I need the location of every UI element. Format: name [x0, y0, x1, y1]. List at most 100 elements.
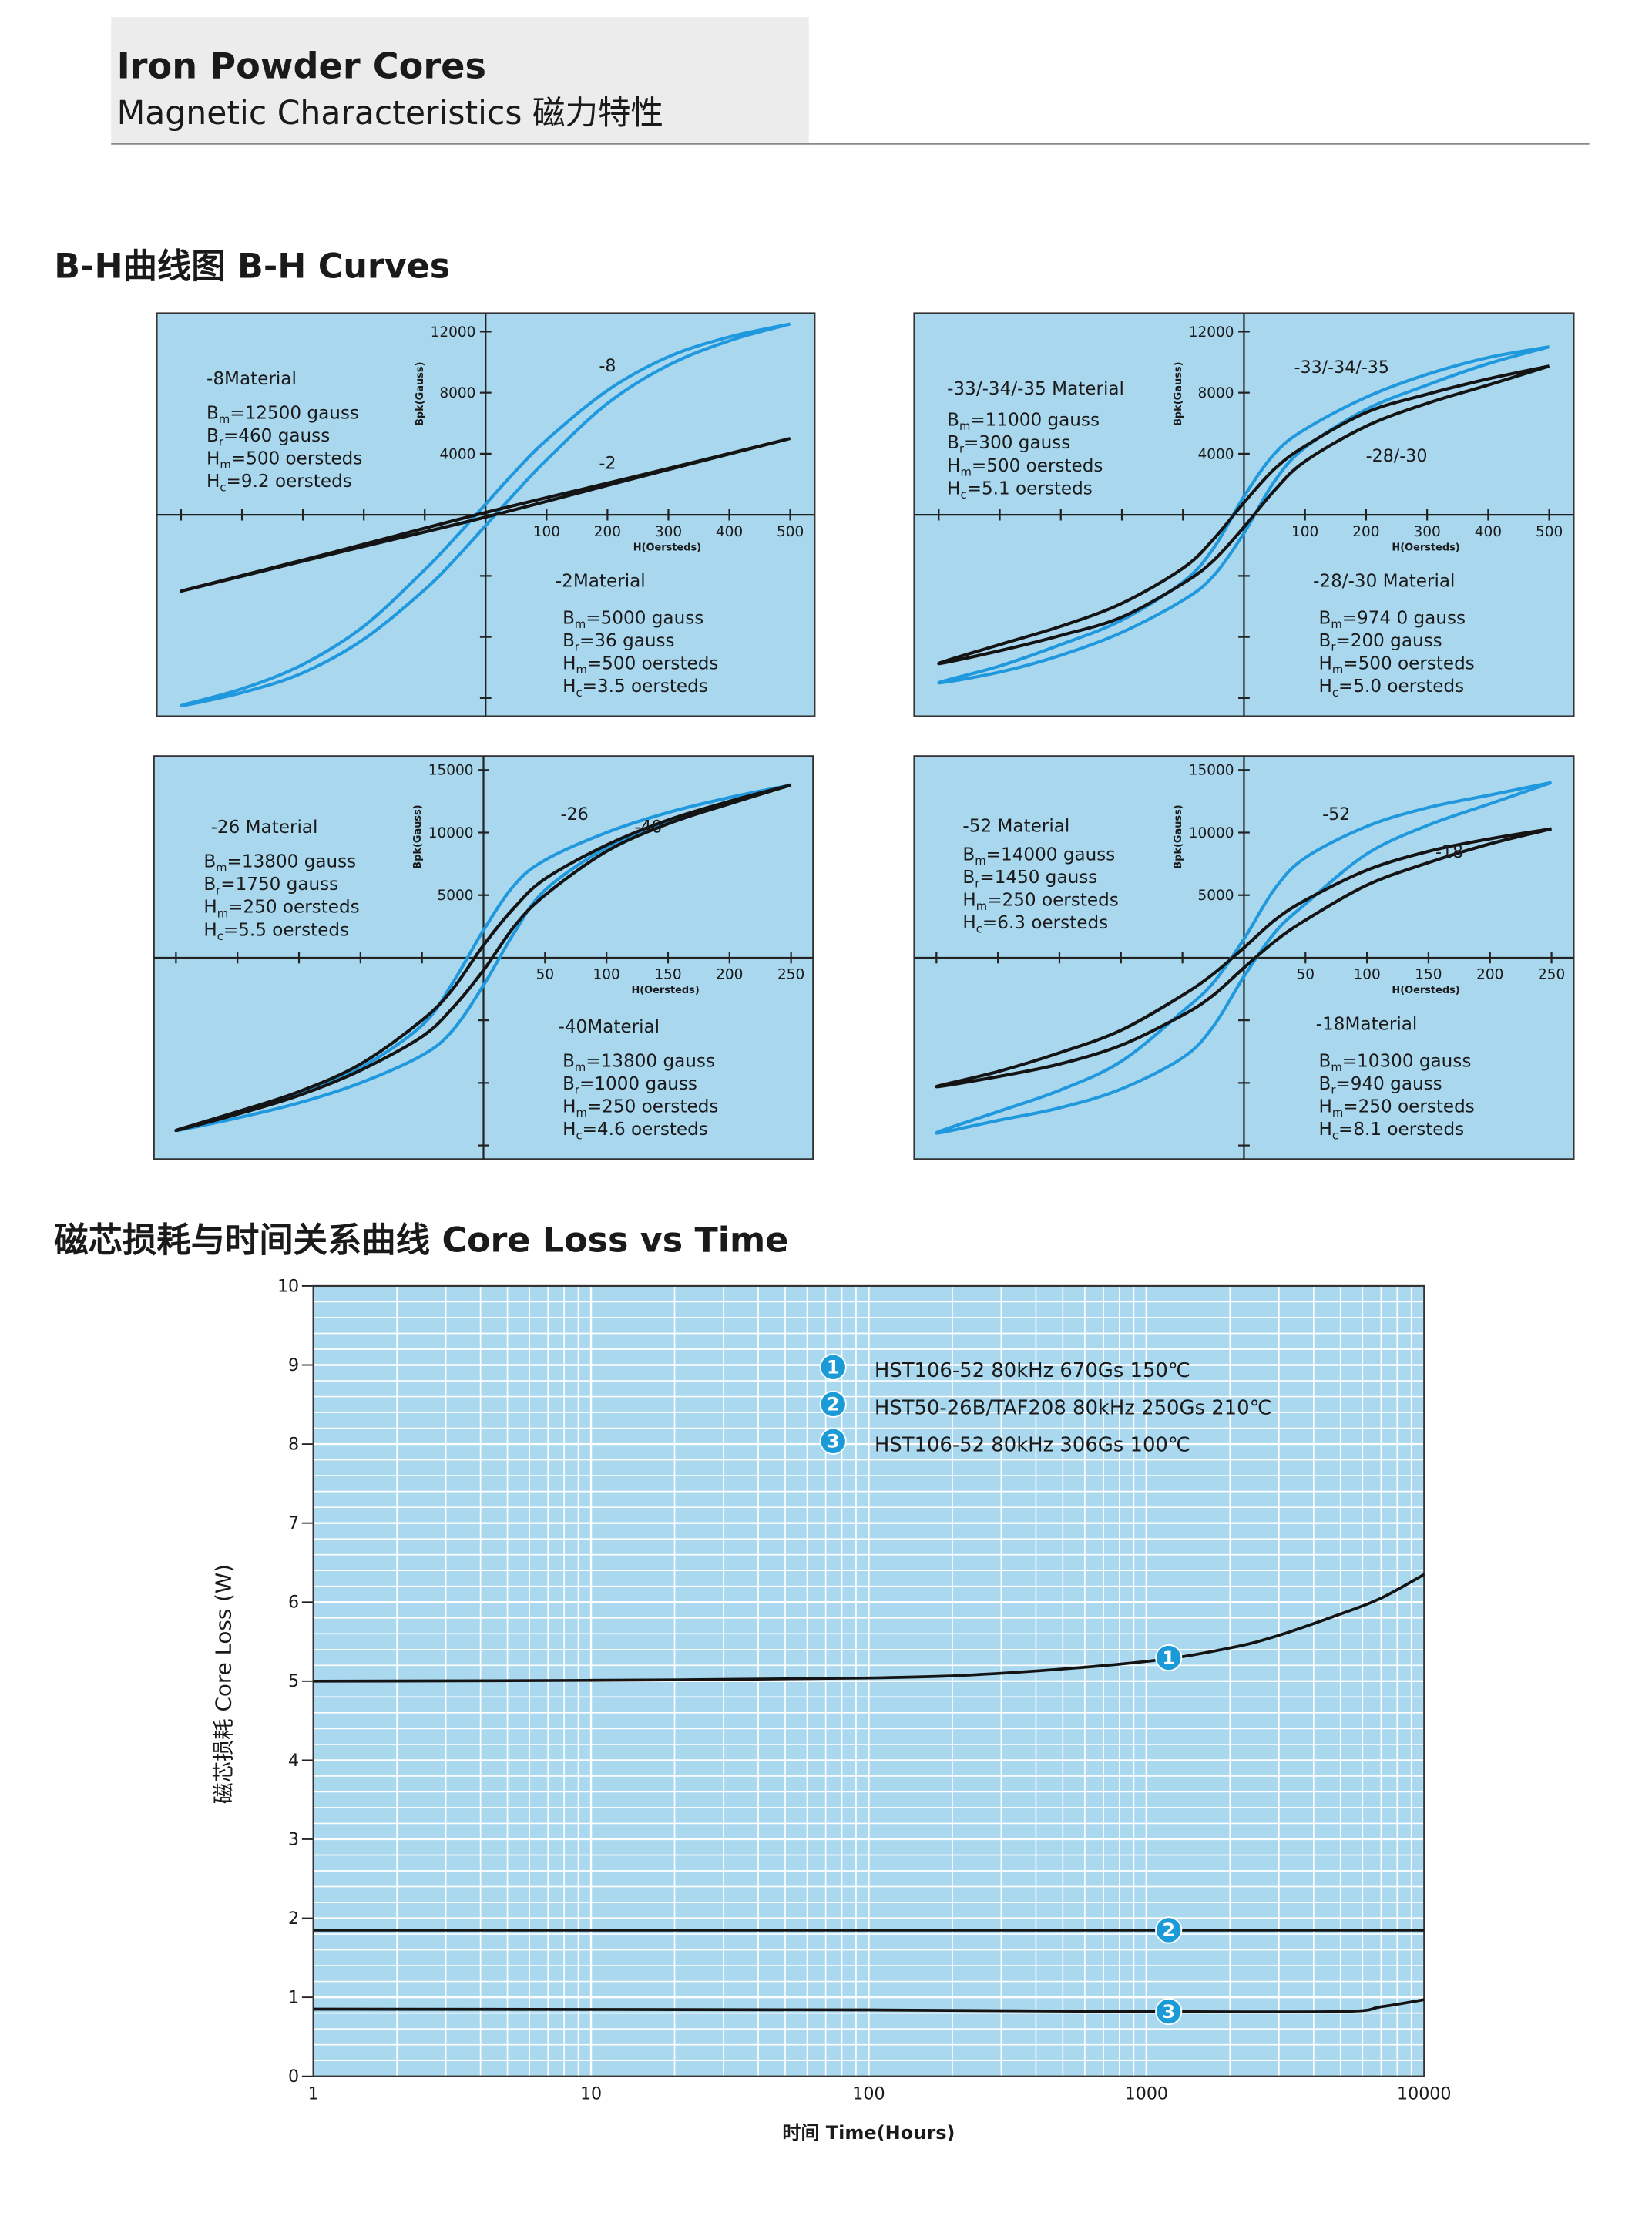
material-param: Hc=8.1 oersteds: [1318, 1120, 1464, 1143]
param-value: =200 gauss: [1335, 631, 1442, 651]
param-value: =5.0 oersteds: [1338, 677, 1464, 697]
series-badge-number: 3: [827, 1431, 840, 1452]
param-subscript: m: [960, 465, 971, 478]
param-symbol: B: [1318, 631, 1331, 651]
y-tick-label: 10000: [1189, 825, 1234, 841]
param-symbol: B: [947, 411, 959, 431]
x-tick-label: 10000: [1397, 2084, 1451, 2104]
x-axis-title: H(Oersteds): [633, 542, 701, 553]
material-name: -28/-30 Material: [1313, 571, 1455, 591]
param-symbol: H: [947, 478, 960, 499]
y-tick-label: 4000: [1197, 446, 1234, 462]
param-value: =5000 gauss: [586, 609, 703, 629]
x-tick-label: 500: [1536, 524, 1563, 540]
loss-curve: [313, 1998, 1425, 2013]
param-symbol: B: [203, 875, 216, 895]
param-subscript: m: [1332, 663, 1343, 677]
curve-label: -18: [1435, 842, 1463, 862]
param-subscript: m: [576, 1106, 586, 1120]
material-param: Bm=11000 gauss: [947, 411, 1100, 434]
y-tick-label: 1: [288, 1988, 299, 2008]
series-badge: [1155, 1998, 1183, 2026]
param-subscript: m: [1331, 1061, 1341, 1074]
param-subscript: m: [975, 855, 985, 868]
param-subscript: c: [1332, 1130, 1338, 1143]
material-name: -18Material: [1316, 1014, 1418, 1034]
param-value: =940 gauss: [1335, 1074, 1442, 1094]
material-param: Br=1750 gauss: [203, 875, 338, 898]
param-symbol: H: [203, 920, 217, 940]
legend-label: HST106-52 80kHz 306Gs 100℃: [875, 1433, 1190, 1456]
x-tick-label: 250: [777, 967, 804, 983]
y-tick-label: 6: [288, 1593, 299, 1613]
x-tick-label: 10: [580, 2084, 602, 2104]
y-tick-label: 3: [288, 1829, 299, 1849]
param-subscript: c: [576, 687, 582, 700]
x-tick-label: 200: [1476, 967, 1503, 983]
param-value: =250 oersteds: [228, 898, 360, 918]
param-value: =1750 gauss: [220, 875, 338, 895]
bh-curve: [179, 437, 791, 593]
param-symbol: B: [203, 852, 216, 872]
param-value: =14000 gauss: [986, 845, 1116, 865]
param-symbol: H: [562, 1096, 576, 1116]
curve-label: -52: [1322, 804, 1350, 824]
legend-label: HST106-52 80kHz 670Gs 150℃: [875, 1359, 1190, 1382]
param-symbol: H: [962, 890, 975, 910]
material-param: Br=1000 gauss: [562, 1074, 697, 1097]
x-tick-label: 100: [593, 967, 620, 983]
x-tick-label: 250: [1538, 967, 1565, 983]
material-param: Br=1450 gauss: [962, 868, 1097, 891]
param-value: =250 oersteds: [587, 1096, 719, 1116]
material-name: -2Material: [556, 571, 646, 591]
material-param: Hm=500 oersteds: [206, 449, 362, 472]
x-tick-label: 50: [536, 967, 555, 983]
bh-curve: [935, 827, 1553, 1089]
param-symbol: B: [962, 845, 975, 865]
material-param: Bm=10300 gauss: [1318, 1051, 1471, 1074]
material-param: Bm=974 0 gauss: [1318, 609, 1466, 632]
x-tick-label: 500: [777, 524, 804, 540]
section-title: 磁芯损耗与时间关系曲线 Core Loss vs Time: [54, 1221, 788, 1261]
x-tick-label: 100: [852, 2084, 885, 2104]
param-symbol: B: [562, 1074, 575, 1094]
series-badge-number: 1: [1162, 1647, 1175, 1669]
bh-chart: 100 200 300 400 500 4000 8000 12000 H(Oersteds) B…: [913, 312, 1575, 717]
legend-label: HST50-26B/TAF208 80kHz 250Gs 210℃: [875, 1396, 1272, 1419]
y-axis-title: Bpk(Gauss): [412, 804, 424, 868]
param-symbol: H: [206, 472, 220, 492]
y-tick-label: 5000: [1197, 888, 1234, 904]
param-value: =10300 gauss: [1342, 1051, 1472, 1071]
material-param: Hm=500 oersteds: [1318, 654, 1474, 677]
param-subscript: m: [219, 413, 230, 426]
param-symbol: B: [1318, 1074, 1331, 1094]
param-symbol: B: [1318, 609, 1331, 629]
y-axis-title: Bpk(Gauss): [415, 362, 426, 426]
param-subscript: m: [216, 861, 227, 875]
param-value: =11000 gauss: [970, 411, 1100, 431]
param-value: =460 gauss: [223, 426, 330, 446]
x-tick-label: 300: [655, 524, 682, 540]
curve-label: -26: [561, 804, 589, 824]
param-subscript: m: [217, 907, 228, 920]
param-subscript: c: [1332, 687, 1338, 700]
param-value: =3.5 oersteds: [583, 677, 708, 697]
param-value: =5.1 oersteds: [967, 478, 1093, 499]
header-subtitle: Magnetic Characteristics 磁力特性: [117, 95, 663, 133]
header-title: Iron Powder Cores: [117, 45, 486, 87]
param-value: =300 gauss: [964, 433, 1070, 453]
param-value: =36 gauss: [579, 631, 675, 651]
material-name: -8Material: [206, 369, 297, 389]
x-tick-label: 50: [1297, 967, 1315, 983]
param-value: =13800 gauss: [586, 1051, 715, 1071]
material-name: -40Material: [559, 1017, 660, 1037]
x-tick-label: 400: [1475, 524, 1502, 540]
param-subscript: m: [575, 618, 586, 631]
x-tick-label: 100: [1291, 524, 1318, 540]
param-symbol: B: [562, 1051, 575, 1071]
material-param: Bm=13800 gauss: [562, 1051, 715, 1074]
material-param: Hm=250 oersteds: [1318, 1096, 1474, 1120]
material-param: Hm=500 oersteds: [562, 654, 718, 677]
